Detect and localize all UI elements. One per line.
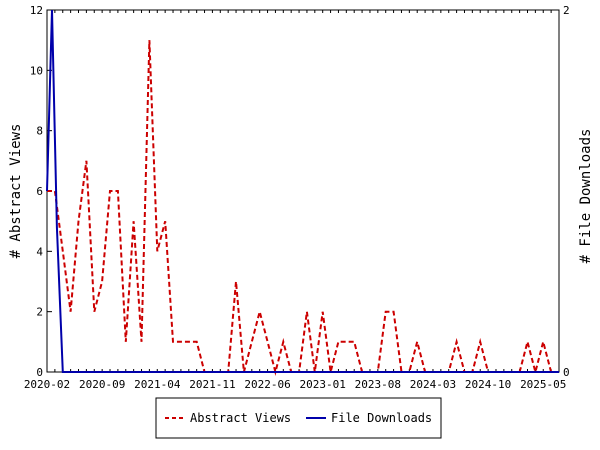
x-tick-label: 2022-06 <box>244 378 290 391</box>
x-tick-label: 2021-04 <box>134 378 181 391</box>
x-tick-label: 2020-02 <box>24 378 70 391</box>
right-y-tick-label: 2 <box>563 4 570 17</box>
series-line-abstract-views <box>47 40 559 376</box>
right-axis-title: # File Downloads <box>578 129 594 264</box>
x-tick-label: 2020-09 <box>79 378 125 391</box>
x-axis-tick-labels: 2020-02 2020-09 2021-04 2021-11 2022-06 2023-… <box>24 378 567 391</box>
series-line-file-downloads <box>46 9 559 373</box>
x-tick-label: 2021-11 <box>189 378 235 391</box>
left-y-tick-label: 2 <box>36 306 43 319</box>
x-tick-label: 2023-08 <box>355 378 401 391</box>
x-tick-label: 2025-05 <box>520 378 566 391</box>
x-tick-label: 2024-10 <box>465 378 511 391</box>
x-tick-label: 2024-03 <box>410 378 456 391</box>
left-y-tick-label: 6 <box>36 185 43 198</box>
legend: Abstract Views File Downloads <box>155 397 442 439</box>
legend-box <box>155 397 442 439</box>
left-axis-title: # Abstract Views <box>8 124 24 259</box>
right-y-tick-label: 0 <box>563 366 570 379</box>
left-y-tick-label: 12 <box>30 4 43 17</box>
legend-label-abstract-views: Abstract Views <box>190 411 291 425</box>
left-y-tick-label: 0 <box>36 366 43 379</box>
x-tick-label: 2023-01 <box>300 378 346 391</box>
left-y-tick-label: 8 <box>36 125 43 138</box>
left-y-tick-label: 10 <box>30 64 43 77</box>
left-y-tick-label: 4 <box>36 245 43 258</box>
legend-label-file-downloads: File Downloads <box>331 411 432 425</box>
series-group <box>46 9 559 376</box>
right-axis-ticks: 02 <box>554 4 570 379</box>
